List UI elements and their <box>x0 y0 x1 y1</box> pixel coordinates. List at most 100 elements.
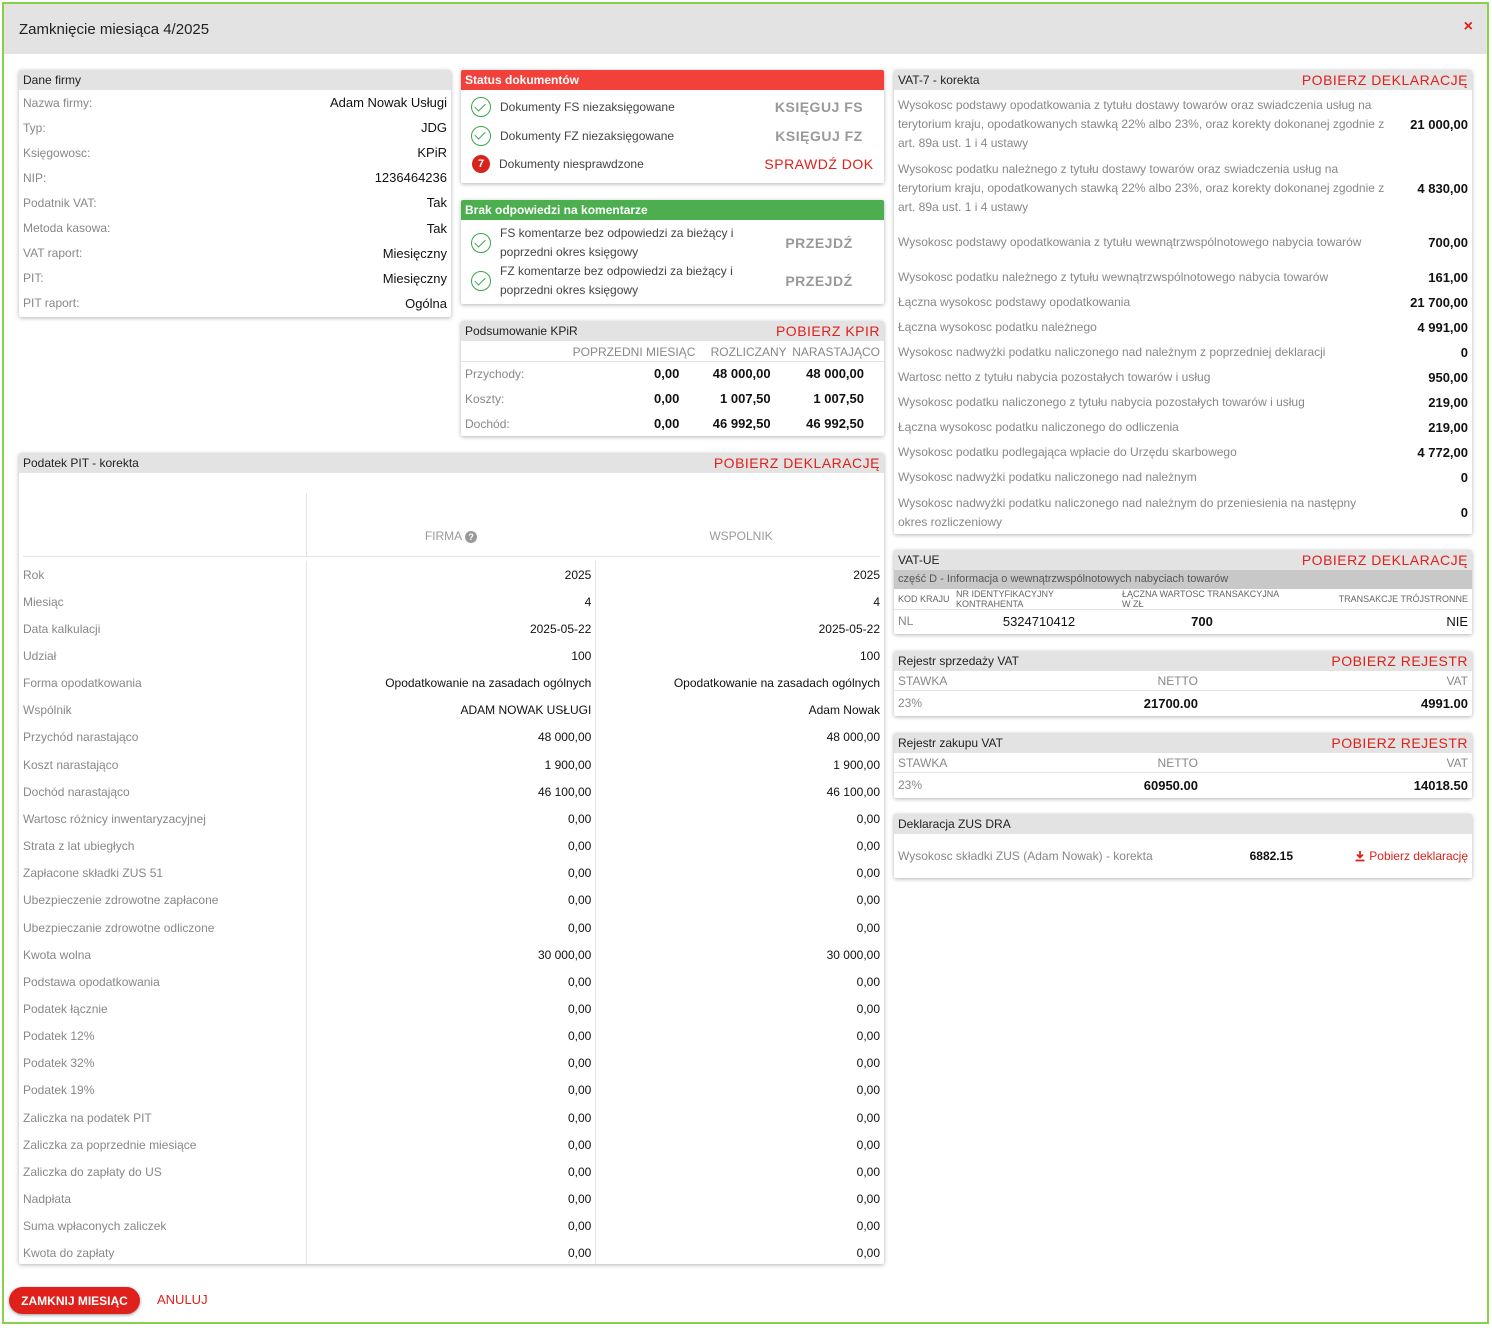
company-field-value: Miesięczny <box>382 270 447 286</box>
pit-table: FIRMA? WSPOLNIK Rok 2025 2025 Miesiąc 4 4 Data k… <box>19 473 884 1264</box>
pit-header: Podatek PIT - korekta POBIERZ DEKLARACJĘ <box>19 453 884 473</box>
vat7-row: Wysokosc nadwyżki podatku naliczonego na… <box>894 465 1472 490</box>
pit-wspolnik-value: 0,00 <box>856 1110 880 1125</box>
pit-firma-value: 0,00 <box>567 866 592 881</box>
company-field-label: PIT: <box>23 271 44 286</box>
zus-header: Deklaracja ZUS DRA <box>894 814 1472 834</box>
pit-row-label: Ubezpieczenie zdrowotne zapłacone <box>23 893 219 908</box>
company-field-label: Podatnik VAT: <box>23 195 97 210</box>
pit-row: Rok 2025 2025 <box>23 561 880 588</box>
pit-firma-value: 0,00 <box>567 1246 592 1261</box>
kpir-row: Przychody: 0,00 48 000,00 48 000,00 <box>461 361 884 386</box>
download-vat7-link[interactable]: POBIERZ DEKLARACJĘ <box>1301 72 1468 88</box>
sales-row: 23% 21700.00 4991.00 <box>894 691 1472 715</box>
pit-firma-value: 0,00 <box>567 1110 592 1125</box>
vat7-row-label: Łączna wysokosc podstawy opodatkowania <box>898 295 1131 309</box>
status-text: Dokumenty FS niezaksięgowane <box>500 100 675 115</box>
pit-row: Koszt narastająco 1 900,00 1 900,00 <box>23 751 880 778</box>
pit-firma-value: 1 900,00 <box>544 757 592 772</box>
pit-firma-value: 0,00 <box>567 1056 592 1071</box>
company-field-value: Adam Nowak Usługi <box>329 95 447 111</box>
vat7-header: VAT-7 - korekta POBIERZ DEKLARACJĘ <box>894 70 1472 90</box>
download-purchase-register-link[interactable]: POBIERZ REJESTR <box>1331 735 1468 751</box>
status-action-button[interactable]: KSIĘGUJ FS <box>774 99 864 116</box>
status-action-button[interactable]: KSIĘGUJ FZ <box>775 127 863 144</box>
status-action-button[interactable]: SPRAWDŹ DOK <box>764 156 874 173</box>
vat7-row: Wysokosc podatku naliczonego z tytułu na… <box>894 390 1472 415</box>
status-row: Dokumenty FS niezaksięgowane KSIĘGUJ FS <box>461 93 884 122</box>
pit-title: Podatek PIT - korekta <box>23 456 139 470</box>
pit-row: Ubezpieczenie zdrowotne zapłacone 0,00 0,0… <box>23 887 880 914</box>
download-sales-register-link[interactable]: POBIERZ REJESTR <box>1331 653 1468 669</box>
comments-title: Brak odpowiedzi na komentarze <box>465 203 648 217</box>
download-kpir-link[interactable]: POBIERZ KPIR <box>775 323 880 339</box>
vat7-row-label: Wysokosc nadwyżki podatku naliczonego na… <box>898 345 1326 359</box>
vat7-rows: Wysokosc podstawy opodatkowania z tytułu… <box>894 90 1472 534</box>
pit-row: Podatek 19% 0,00 0,00 <box>23 1077 880 1104</box>
vat7-row-value: 0 <box>1460 470 1468 485</box>
comment-text: FS komentarze bez odpowiedzi za bieżący … <box>500 226 734 259</box>
company-field-label: Nazwa firmy: <box>23 95 93 110</box>
kpir-value: 46 992,50 <box>712 416 771 431</box>
download-zus-link[interactable]: Pobierz deklarację <box>1354 849 1468 863</box>
kpir-value: 1 007,50 <box>720 391 771 406</box>
pit-row: Nadpłata 0,00 0,00 <box>23 1185 880 1212</box>
vat7-row-value: 21 700,00 <box>1410 295 1468 310</box>
status-title: Status dokumentów <box>465 73 580 87</box>
kpir-header-row: POPRZEDNI MIESIĄC ROZLICZANY NARASTAJĄCO <box>461 343 884 361</box>
company-field-label: NIP: <box>23 170 47 185</box>
download-vatue-link[interactable]: POBIERZ DEKLARACJĘ <box>1301 552 1468 568</box>
kpir-header: Podsumowanie KPiR POBIERZ KPIR <box>461 321 884 341</box>
company-row: Księgowosc: KPiR <box>19 140 451 165</box>
comment-row: FS komentarze bez odpowiedzi za bieżący … <box>461 224 884 262</box>
download-pit-link[interactable]: POBIERZ DEKLARACJĘ <box>713 455 880 471</box>
close-month-button[interactable]: ZAMKNIJ MIESIĄC <box>9 1287 140 1314</box>
vat7-row-value: 950,00 <box>1428 370 1468 385</box>
company-field-label: PIT raport: <box>23 296 80 311</box>
pit-row: Udział 100 100 <box>23 642 880 669</box>
vat7-row: Łączna wysokosc podatku należnego 4 991,0… <box>894 315 1472 340</box>
cancel-button[interactable]: ANULUJ <box>157 1292 208 1307</box>
go-to-button[interactable]: PRZEJDŹ <box>785 235 853 251</box>
vat7-row-label: Wysokosc podatku należnego z tytułu wewn… <box>898 270 1329 284</box>
purchases-table: STAWKA NETTO VAT 23% 60950.00 14018.50 <box>894 753 1472 797</box>
sales-header: Rejestr sprzedaży VAT POBIERZ REJESTR <box>894 651 1472 671</box>
vatue-cell: NIE <box>1446 613 1468 629</box>
kpir-value: 46 992,50 <box>806 416 864 431</box>
pit-wspolnik-value: 2025-05-22 <box>818 621 880 636</box>
company-field-value: KPiR <box>417 145 447 161</box>
pit-firma-value: 0,00 <box>567 1164 592 1179</box>
pit-wspolnik-value: 0,00 <box>856 1056 880 1071</box>
comment-text: FZ komentarze bez odpowiedzi za bieżący … <box>500 264 733 297</box>
help-icon[interactable]: ? <box>465 531 478 543</box>
go-to-button[interactable]: PRZEJDŹ <box>785 273 853 289</box>
comments-card: Brak odpowiedzi na komentarze FS komenta… <box>461 200 884 304</box>
vat7-row-value: 4 830,00 <box>1417 180 1468 196</box>
pit-firma-value: 100 <box>571 649 592 664</box>
count-badge: 7 <box>472 155 490 174</box>
pit-row-label: Zaliczka na podatek PIT <box>23 1110 152 1125</box>
company-field-value: Tak <box>426 220 447 236</box>
pit-row-label: Przychód narastająco <box>23 730 139 745</box>
kpir-column-header: ROZLICZANY <box>710 344 787 359</box>
pit-wspolnik-value: 0,00 <box>856 1001 880 1016</box>
status-row: Dokumenty FZ niezaksięgowane KSIĘGUJ FZ <box>461 122 884 151</box>
close-icon[interactable]: × <box>1463 18 1473 35</box>
pit-row: Zaliczka do zapłaty do US 0,00 0,00 <box>23 1158 880 1185</box>
status-text: Dokumenty niesprawdzone <box>499 157 644 172</box>
pit-row: Kwota wolna 30 000,00 30 000,00 <box>23 941 880 968</box>
company-field-label: Księgowosc: <box>23 145 91 160</box>
company-field-value: 1236464236 <box>374 170 447 186</box>
company-field-label: VAT raport: <box>23 246 83 261</box>
pit-row: Forma opodatkowania Opodatkowanie na zasa… <box>23 670 880 697</box>
vat7-row: Łączna wysokosc podatku naliczonego do o… <box>894 415 1472 440</box>
vat7-row: Wysokosc nadwyżki podatku naliczonego na… <box>894 490 1472 534</box>
vat7-row-label: Wysokosc nadwyżki podatku naliczonego na… <box>898 470 1197 484</box>
company-field-value: Tak <box>426 195 447 211</box>
status-rows: Dokumenty FS niezaksięgowane KSIĘGUJ FS Do… <box>461 90 884 179</box>
pit-wspolnik-value: 0,00 <box>856 1164 880 1179</box>
pit-firma-value: 0,00 <box>567 920 592 935</box>
pit-row-label: Podatek łącznie <box>23 1001 108 1016</box>
pit-row-label: Wartosc różnicy inwentaryzacyjnej <box>23 811 206 826</box>
company-field-value: Ogólna <box>405 295 447 311</box>
